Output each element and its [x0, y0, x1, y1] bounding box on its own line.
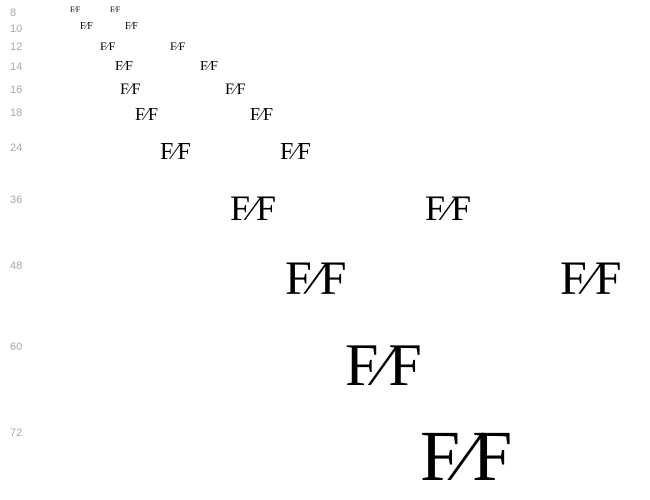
size-label: 36 — [10, 194, 22, 206]
glyph-sample: F⁄F — [280, 140, 311, 164]
glyph-sample: F⁄F — [70, 6, 80, 14]
glyph-sample: F⁄F — [285, 255, 346, 303]
size-label: 16 — [10, 84, 22, 96]
glyph-sample: F⁄F — [420, 420, 512, 492]
glyph-sample: F⁄F — [425, 190, 471, 226]
glyph-sample: F⁄F — [345, 335, 422, 395]
glyph-sample: F⁄F — [115, 60, 133, 74]
size-label: 48 — [10, 260, 22, 272]
size-label: 18 — [10, 107, 22, 119]
type-waterfall: 8F⁄FF⁄F10F⁄FF⁄F12F⁄FF⁄F14F⁄FF⁄F16F⁄FF⁄F1… — [0, 0, 650, 500]
glyph-sample: F⁄F — [125, 22, 138, 32]
size-label: 8 — [10, 7, 16, 19]
glyph-sample: F⁄F — [120, 82, 140, 98]
size-label: 60 — [10, 341, 22, 353]
size-label: 24 — [10, 142, 22, 154]
glyph-sample: F⁄F — [200, 60, 218, 74]
glyph-sample: F⁄F — [80, 22, 93, 32]
glyph-sample: F⁄F — [100, 40, 115, 52]
glyph-sample: F⁄F — [560, 255, 621, 303]
glyph-sample: F⁄F — [250, 105, 273, 123]
size-label: 12 — [10, 41, 22, 53]
glyph-sample: F⁄F — [230, 190, 276, 226]
size-label: 10 — [10, 23, 22, 35]
glyph-sample: F⁄F — [170, 40, 185, 52]
size-label: 14 — [10, 61, 22, 73]
glyph-sample: F⁄F — [135, 105, 158, 123]
glyph-sample: F⁄F — [160, 140, 191, 164]
glyph-sample: F⁄F — [225, 82, 245, 98]
size-label: 72 — [10, 427, 22, 439]
glyph-sample: F⁄F — [110, 6, 120, 14]
